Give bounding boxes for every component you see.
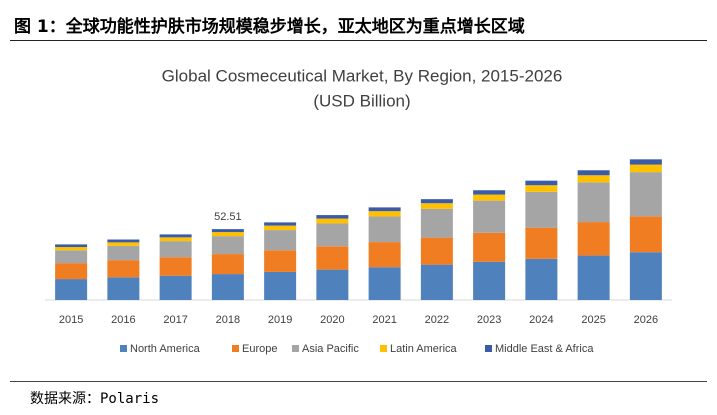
- bar-segment: [316, 215, 349, 219]
- x-tick-label: 2017: [163, 314, 187, 326]
- bar-segment: [420, 264, 453, 300]
- bar-segment: [368, 207, 401, 212]
- legend-label: Europe: [242, 343, 277, 355]
- bar-segment: [159, 234, 192, 238]
- legend-swatch: [380, 345, 387, 352]
- bar-segment: [525, 191, 558, 228]
- x-tick-label: 2023: [477, 314, 501, 326]
- bar-segment: [473, 190, 506, 195]
- bar-segment: [577, 222, 610, 256]
- x-tick-label: 2026: [634, 314, 658, 326]
- bar-segment: [420, 199, 453, 204]
- bar-segment: [420, 203, 453, 209]
- bar-segment: [55, 263, 88, 280]
- bar-segment: [577, 255, 610, 300]
- bar-segment: [316, 223, 349, 247]
- bar-segment: [316, 246, 349, 270]
- bar-segment: [629, 159, 662, 165]
- bar-segment: [577, 170, 610, 176]
- bar-segment: [629, 216, 662, 253]
- bar-segment: [107, 242, 140, 246]
- bar-segment: [316, 218, 349, 224]
- bar-segment: [420, 208, 453, 238]
- bar-segment: [159, 237, 192, 242]
- bar-segment: [159, 257, 192, 276]
- bar-segment: [211, 254, 244, 275]
- x-tick-label: 2019: [268, 314, 292, 326]
- bar-segment: [264, 271, 297, 300]
- rule: [10, 40, 707, 41]
- bar-segment: [264, 225, 297, 231]
- bar-segment: [55, 250, 88, 264]
- bar-segment: [525, 258, 558, 300]
- bar-segment: [264, 222, 297, 226]
- legend-label: North America: [130, 343, 201, 355]
- bar-segment: [577, 182, 610, 223]
- bar-segment: [577, 175, 610, 183]
- figure-title: 图 1：全球功能性护肤市场规模稳步增长，亚太地区为重点增长区域: [14, 17, 525, 37]
- chart-subtitle: (USD Billion): [313, 91, 410, 110]
- bar-segment: [473, 261, 506, 300]
- x-tick-label: 2025: [581, 314, 605, 326]
- x-tick-label: 2022: [425, 314, 449, 326]
- legend-swatch: [292, 345, 299, 352]
- legend-label: Latin America: [390, 343, 458, 355]
- bar-segment: [107, 239, 140, 243]
- bar-segment: [525, 227, 558, 259]
- bar-segment: [420, 237, 453, 265]
- x-tick-label: 2016: [111, 314, 135, 326]
- legend-label: Asia Pacific: [302, 343, 359, 355]
- x-tick-label: 2018: [216, 314, 240, 326]
- source: 数据来源：Polaris: [30, 391, 160, 407]
- bar-segment: [55, 244, 88, 248]
- bar-segment: [629, 172, 662, 217]
- bar-segment: [368, 216, 401, 243]
- bar-segment: [629, 164, 662, 173]
- bar-segment: [264, 250, 297, 272]
- bar-segment: [473, 194, 506, 201]
- bar-segment: [107, 277, 140, 300]
- bar-segment: [264, 230, 297, 251]
- bar-segment: [316, 269, 349, 300]
- bar-segment: [55, 279, 88, 300]
- bar-segment: [159, 275, 192, 300]
- bar-segment: [473, 200, 506, 233]
- bar-segment: [629, 252, 662, 300]
- bar-segment: [55, 247, 88, 251]
- bar-segment: [107, 245, 140, 261]
- bar-segment: [525, 185, 558, 192]
- rule: [10, 381, 707, 382]
- bar-segment: [211, 236, 244, 255]
- legend-label: Middle East & Africa: [495, 343, 594, 355]
- total-label: 52.51: [214, 211, 242, 223]
- chart-title: Global Cosmeceutical Market, By Region, …: [162, 66, 563, 85]
- bar-segment: [107, 260, 140, 278]
- x-tick-label: 2024: [529, 314, 553, 326]
- chart: Global Cosmeceutical Market, By Region, …: [45, 66, 672, 355]
- bar-segment: [159, 241, 192, 258]
- legend-swatch: [232, 345, 239, 352]
- x-tick-label: 2020: [320, 314, 344, 326]
- bar-segment: [473, 232, 506, 262]
- legend-swatch: [485, 345, 492, 352]
- bar-segment: [368, 267, 401, 300]
- bar-segment: [368, 211, 401, 217]
- legend-swatch: [120, 345, 127, 352]
- bar-segment: [211, 229, 244, 233]
- bar-segment: [211, 274, 244, 300]
- bar-segment: [368, 242, 401, 268]
- bar-segment: [211, 232, 244, 237]
- x-tick-label: 2021: [372, 314, 396, 326]
- bar-segment: [525, 180, 558, 186]
- x-tick-label: 2015: [59, 314, 83, 326]
